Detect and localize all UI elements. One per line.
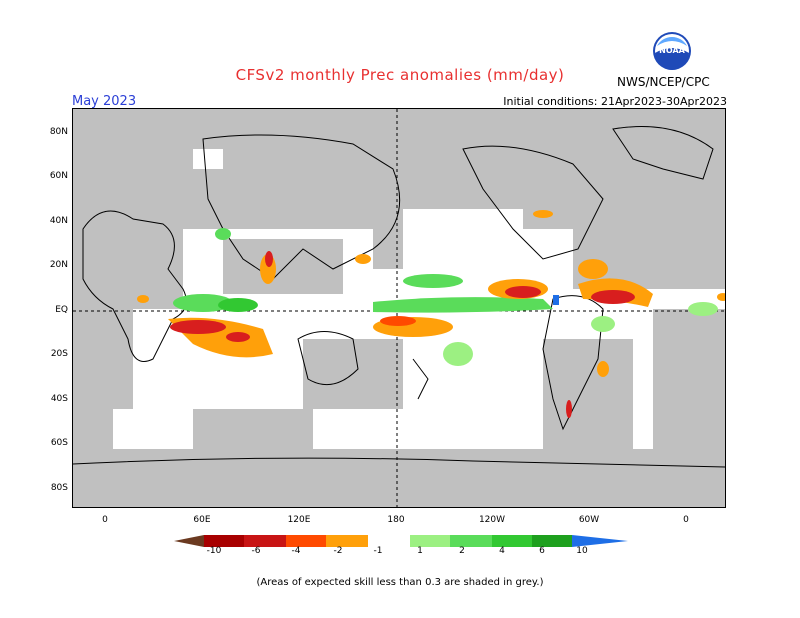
lon-label-120w: 120W	[478, 515, 506, 525]
colorbar-swatch-4	[326, 535, 368, 547]
colorbar-label-n4: -4	[291, 546, 301, 556]
lat-label-40s: 40S	[50, 394, 68, 404]
colorbar-label-6: 6	[539, 546, 545, 556]
colorbar-label-2: 2	[459, 546, 465, 556]
colorbar	[174, 535, 628, 547]
lat-label-20s: 20S	[50, 349, 68, 359]
lon-label-120e: 120E	[287, 515, 311, 525]
colorbar-label-10: 10	[576, 546, 588, 556]
colorbar-swatch-5	[368, 535, 410, 547]
colorbar-swatch-2	[244, 535, 286, 547]
colorbar-swatch-8	[492, 535, 532, 547]
lat-label-40n: 40N	[49, 216, 68, 226]
colorbar-label-n1: -1	[373, 546, 383, 556]
map-canvas	[73, 109, 725, 507]
colorbar-swatch-1	[204, 535, 244, 547]
colorbar-label-n6: -6	[251, 546, 261, 556]
colorbar-label-n2: -2	[333, 546, 343, 556]
forecast-month: May 2023	[72, 94, 137, 109]
skill-footnote: (Areas of expected skill less than 0.3 a…	[256, 577, 544, 588]
lat-label-60s: 60S	[50, 438, 68, 448]
noaa-logo: NOAA	[653, 32, 691, 70]
anomaly-map	[72, 108, 726, 508]
lat-label-eq: EQ	[55, 305, 68, 315]
colorbar-swatch-7	[450, 535, 492, 547]
lon-label-60e: 60E	[193, 515, 211, 525]
colorbar-swatch-6	[410, 535, 450, 547]
lon-label-0-west: 0	[102, 515, 108, 525]
colorbar-right-arrow	[572, 535, 628, 547]
colorbar-swatch-9	[532, 535, 572, 547]
lat-label-80n: 80N	[49, 127, 68, 137]
anomaly-patches	[137, 210, 725, 418]
initial-conditions: Initial conditions: 21Apr2023-30Apr2023	[503, 95, 727, 108]
colorbar-left-arrow	[174, 535, 204, 547]
svg-text:NOAA: NOAA	[659, 46, 685, 55]
lon-label-0-east: 0	[683, 515, 689, 525]
colorbar-label-1: 1	[417, 546, 423, 556]
lon-label-180: 180	[387, 515, 405, 525]
colorbar-label-n10: -10	[206, 546, 222, 556]
lat-label-60n: 60N	[49, 171, 68, 181]
lon-label-60w: 60W	[578, 515, 600, 525]
chart-title: CFSv2 monthly Prec anomalies (mm/day)	[235, 66, 565, 84]
colorbar-swatch-3	[286, 535, 326, 547]
colorbar-label-4: 4	[499, 546, 505, 556]
lat-label-20n: 20N	[49, 260, 68, 270]
agency-label: NWS/NCEP/CPC	[617, 75, 710, 89]
lat-label-80s: 80S	[50, 483, 68, 493]
